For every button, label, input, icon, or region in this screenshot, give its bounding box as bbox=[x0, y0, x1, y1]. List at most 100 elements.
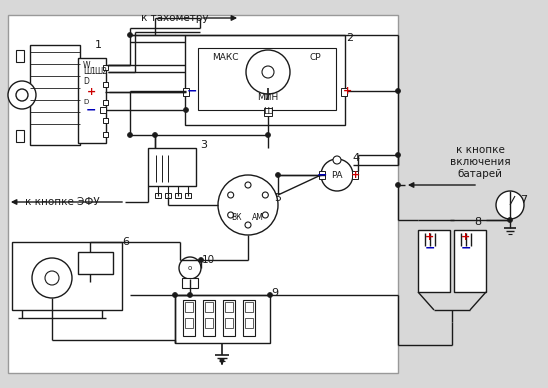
Circle shape bbox=[262, 66, 274, 78]
Text: 10: 10 bbox=[202, 255, 215, 265]
Text: 9: 9 bbox=[271, 288, 278, 298]
Circle shape bbox=[179, 257, 201, 279]
Text: 3: 3 bbox=[200, 140, 207, 150]
Bar bbox=[103, 100, 108, 105]
Circle shape bbox=[8, 81, 36, 109]
Circle shape bbox=[128, 132, 133, 137]
Text: Ш2: Ш2 bbox=[94, 68, 107, 76]
Bar bbox=[198, 48, 336, 110]
Circle shape bbox=[198, 258, 203, 263]
Text: o: o bbox=[188, 265, 192, 271]
Bar bbox=[418, 230, 450, 292]
Circle shape bbox=[276, 173, 281, 177]
Circle shape bbox=[246, 50, 290, 94]
Bar bbox=[245, 302, 253, 312]
Bar bbox=[175, 193, 181, 198]
Text: +: + bbox=[461, 232, 471, 242]
Circle shape bbox=[267, 293, 272, 298]
Bar bbox=[183, 300, 195, 336]
Bar bbox=[182, 278, 198, 288]
Text: АМ: АМ bbox=[252, 213, 264, 222]
Circle shape bbox=[32, 258, 72, 298]
Bar bbox=[223, 300, 235, 336]
Circle shape bbox=[152, 132, 157, 137]
Circle shape bbox=[128, 33, 133, 38]
Text: D: D bbox=[83, 78, 89, 87]
Text: ВК: ВК bbox=[232, 213, 242, 222]
Bar bbox=[12, 242, 122, 310]
Text: 2: 2 bbox=[346, 33, 353, 43]
Text: СР: СР bbox=[309, 54, 321, 62]
Text: МАКС: МАКС bbox=[212, 54, 238, 62]
Bar bbox=[205, 302, 213, 312]
Text: +: + bbox=[351, 170, 361, 180]
Circle shape bbox=[507, 218, 512, 222]
Circle shape bbox=[184, 107, 189, 113]
Text: −: − bbox=[317, 168, 327, 182]
Circle shape bbox=[496, 191, 524, 219]
Text: 1: 1 bbox=[95, 40, 102, 50]
Bar bbox=[8, 15, 398, 373]
Text: 6: 6 bbox=[122, 237, 129, 247]
Circle shape bbox=[396, 152, 401, 158]
Text: −: − bbox=[461, 241, 471, 255]
Text: −: − bbox=[85, 104, 96, 116]
Circle shape bbox=[262, 192, 269, 198]
Bar bbox=[30, 45, 80, 145]
Text: −: − bbox=[425, 241, 435, 255]
Circle shape bbox=[187, 293, 192, 298]
Bar bbox=[225, 318, 233, 328]
Circle shape bbox=[396, 182, 401, 187]
Circle shape bbox=[173, 293, 178, 298]
Bar bbox=[341, 88, 347, 96]
Text: Ш1: Ш1 bbox=[83, 68, 96, 76]
Bar bbox=[243, 300, 255, 336]
Text: +: + bbox=[344, 86, 352, 96]
Text: к кнопке
включения
батарей: к кнопке включения батарей bbox=[450, 146, 510, 178]
Bar bbox=[203, 300, 215, 336]
Circle shape bbox=[245, 222, 251, 228]
Bar bbox=[183, 88, 189, 96]
Bar bbox=[100, 107, 106, 113]
Circle shape bbox=[396, 88, 401, 94]
Circle shape bbox=[333, 156, 341, 164]
Circle shape bbox=[321, 159, 353, 191]
Bar bbox=[185, 318, 193, 328]
Bar bbox=[185, 302, 193, 312]
Text: W: W bbox=[83, 61, 90, 69]
Circle shape bbox=[227, 192, 233, 198]
Bar bbox=[103, 82, 108, 87]
Bar bbox=[245, 318, 253, 328]
Bar bbox=[103, 65, 108, 70]
Text: к тахометру: к тахометру bbox=[141, 13, 209, 23]
Circle shape bbox=[16, 89, 28, 101]
Bar bbox=[16, 50, 24, 62]
Bar bbox=[205, 318, 213, 328]
Bar bbox=[175, 295, 270, 343]
Bar bbox=[155, 193, 161, 198]
Text: 7: 7 bbox=[521, 195, 528, 205]
Bar bbox=[148, 148, 196, 186]
Bar bbox=[264, 108, 272, 116]
Circle shape bbox=[245, 182, 251, 188]
Text: +: + bbox=[425, 232, 435, 242]
Bar bbox=[185, 35, 345, 125]
Text: Ш: Ш bbox=[263, 107, 273, 116]
Bar bbox=[165, 193, 171, 198]
Text: 5: 5 bbox=[275, 193, 282, 203]
Text: 8: 8 bbox=[475, 217, 482, 227]
Circle shape bbox=[262, 212, 269, 218]
Bar bbox=[454, 230, 486, 292]
Bar bbox=[319, 171, 325, 179]
Bar bbox=[225, 302, 233, 312]
Circle shape bbox=[45, 271, 59, 285]
Text: 4: 4 bbox=[352, 153, 359, 163]
Circle shape bbox=[265, 132, 271, 137]
Bar bbox=[352, 171, 358, 179]
Circle shape bbox=[218, 175, 278, 235]
Text: МИН: МИН bbox=[258, 94, 278, 102]
Bar bbox=[103, 118, 108, 123]
Bar bbox=[185, 193, 191, 198]
Text: −: − bbox=[187, 85, 197, 97]
Bar bbox=[78, 252, 113, 274]
